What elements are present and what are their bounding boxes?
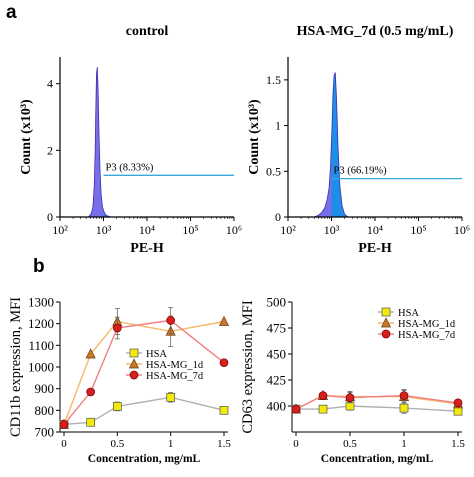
data-point (86, 387, 96, 397)
x-tick-label: 10⁴ (139, 223, 155, 237)
y-tick-label: 450 (267, 347, 287, 362)
legend-marker (380, 317, 392, 328)
legend-marker (129, 348, 139, 358)
y-tick-label: 475 (267, 321, 287, 336)
data-point (218, 315, 230, 326)
y-tick-label: 1 (275, 119, 281, 133)
legend-label: HSA-MG_7d (398, 330, 456, 341)
legend-label: HSA-MG_1d (398, 319, 456, 330)
histogram-outline (88, 66, 112, 218)
panel-b-letter: b (33, 256, 45, 277)
data-point (166, 316, 176, 325)
x-tick-label: 0.5 (110, 438, 124, 450)
chart-title: control (126, 24, 169, 39)
data-point (453, 398, 463, 408)
histogram-hsa-mg-7d: HSA-MG_7d (0.5 mg/mL) P3 (66.19%) 0 0.5 1 1.5… (247, 24, 470, 256)
legend-label: HSA-MG_7d (146, 371, 204, 382)
data-point (345, 393, 355, 403)
legend-marker (128, 358, 140, 369)
data-point (219, 358, 229, 368)
x-tick-label: 1 (401, 438, 407, 450)
series-hsa-mg-7d (59, 307, 229, 429)
data-point (112, 402, 122, 411)
x-tick-label: 10² (280, 223, 296, 237)
data-point (318, 404, 328, 414)
histogram-outline (314, 72, 349, 218)
legend-marker (381, 307, 391, 317)
x-tick-label: 10⁶ (454, 223, 470, 237)
chart-title: HSA-MG_7d (0.5 mg/mL) (297, 24, 454, 39)
y-tick-label: 700 (35, 425, 55, 440)
y-axis-label: CD11b expression, MFI (8, 297, 24, 437)
x-tick-label: 10² (52, 223, 68, 237)
y-tick-label: 1.5 (266, 73, 281, 87)
x-tick-label: 10⁴ (367, 223, 383, 237)
y-tick-label: 1100 (28, 338, 54, 353)
histogram-ungated-area (314, 140, 332, 217)
legend-label: HSA-MG_1d (146, 360, 204, 371)
x-tick-label: 1.5 (451, 438, 465, 450)
y-axis-label: Count (x10³) (247, 99, 262, 175)
y-tick-label: 900 (35, 381, 55, 396)
x-tick-label: 0 (61, 438, 67, 450)
data-point (219, 405, 229, 415)
data-point (453, 406, 463, 416)
x-tick-label: 0 (293, 438, 299, 450)
y-tick-label: 1300 (28, 295, 54, 310)
data-point (85, 348, 96, 359)
x-tick-label: 10³ (96, 223, 112, 237)
y-tick-label: 425 (267, 373, 287, 388)
histogram-gated-area (331, 72, 348, 217)
legend-marker (129, 370, 139, 380)
legend-label: HSA (146, 349, 167, 360)
y-axis-label: Count (x10³) (19, 99, 34, 175)
y-tick-label: 0.5 (266, 164, 281, 178)
data-point (291, 404, 301, 414)
x-tick-label: 10⁵ (182, 223, 198, 237)
y-tick-label: 4 (47, 77, 53, 91)
y-tick-label: 0 (47, 210, 53, 224)
y-tick-label: 800 (35, 403, 55, 418)
histogram-control: control P3 (8.33%) 0 2 4 10² 10³ 10⁴ 10⁵ 10⁶ PE-H C… (19, 24, 242, 256)
histogram-gated-area (103, 210, 112, 217)
y-tick-label: 2 (47, 143, 53, 157)
gate-label: P3 (66.19%) (334, 166, 388, 177)
legend-label: HSA (398, 308, 419, 319)
histogram-ungated-area (88, 67, 104, 217)
data-point (399, 391, 409, 400)
x-tick-label: 0.5 (343, 438, 357, 450)
y-tick-label: 1200 (28, 316, 54, 331)
x-tick-label: 1 (168, 438, 174, 450)
x-axis-label: PE-H (130, 241, 164, 256)
y-tick-label: 500 (267, 295, 287, 310)
legend-marker (381, 329, 391, 339)
data-point (59, 420, 69, 429)
x-axis-label: Concentration, mg/mL (88, 453, 201, 465)
y-tick-label: 1000 (28, 360, 54, 375)
data-point (318, 391, 328, 400)
y-axis-label: CD63 expression, MFI (240, 300, 256, 433)
panel-a-letter: a (6, 2, 17, 23)
data-point (112, 323, 122, 333)
chart-cd11b: 700 800 900 1000 1100 1200 1300 0 0.5 1 1.5 Concent… (8, 295, 231, 466)
y-tick-label: 400 (267, 399, 287, 414)
x-axis-label: Concentration, mg/mL (321, 453, 434, 465)
x-tick-label: 1.5 (217, 438, 231, 450)
series-hsa (291, 401, 463, 416)
data-point (399, 403, 409, 413)
data-point (86, 417, 96, 427)
series-hsa-mg-7d (291, 388, 463, 414)
x-axis-label: PE-H (358, 241, 392, 256)
x-tick-label: 10⁶ (226, 223, 242, 237)
x-tick-label: 10³ (324, 223, 340, 237)
data-point (166, 392, 176, 402)
x-tick-label: 10⁵ (410, 223, 426, 237)
gate-label: P3 (8.33%) (106, 162, 154, 173)
y-tick-label: 0 (275, 210, 281, 224)
chart-cd63: 400 425 450 475 500 0 0.5 1 1.5 Concentration, mg… (240, 295, 465, 466)
